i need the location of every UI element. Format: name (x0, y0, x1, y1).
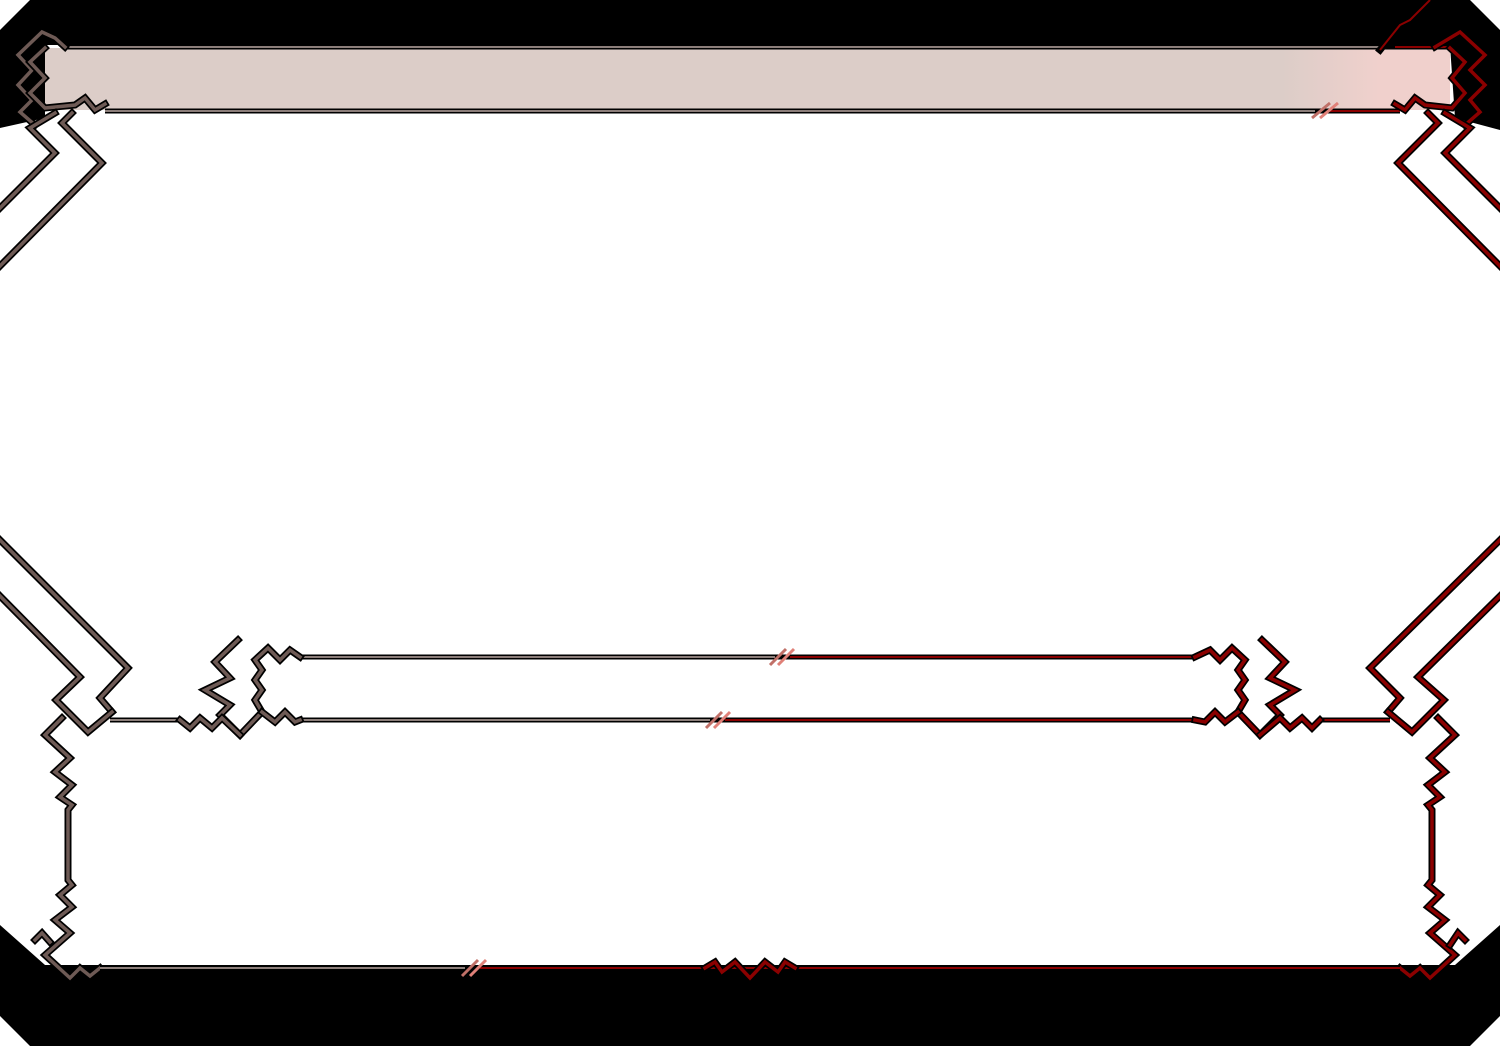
middle-bar (197, 635, 1303, 741)
diamond-ornament-right-top (1375, 0, 1491, 130)
seam-marks (460, 101, 1339, 978)
diagonal-trim-right-upper (1393, 108, 1500, 271)
diamond-ornament-left-top (13, 27, 110, 130)
mask-top (0, 0, 1500, 130)
diagonal-trim-right-lower (1365, 535, 1500, 737)
mask-bottom (0, 925, 1500, 1046)
lower-box (30, 713, 1470, 984)
diagonal-trim-left-upper (0, 108, 107, 271)
title-bar (13, 0, 1491, 130)
diagonal-trim-left-lower (0, 535, 133, 737)
